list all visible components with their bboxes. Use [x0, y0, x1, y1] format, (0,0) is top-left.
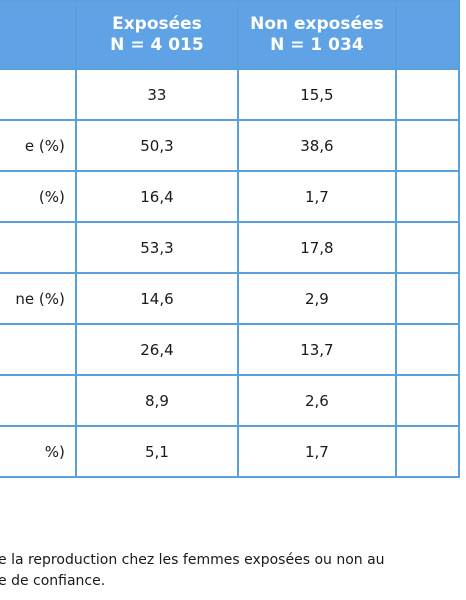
header-cell-label: [0, 0, 77, 70]
cell-exposed: 53,3: [74, 221, 240, 274]
cell-non-exposed: 15,5: [237, 68, 397, 121]
cell-exposed: 16,4: [74, 170, 240, 223]
table-row: 26,4 13,7: [0, 323, 461, 376]
cell-extra: [394, 68, 461, 121]
table-row: %) 5,1 1,7: [0, 425, 461, 478]
cell-exposed: 8,9: [74, 374, 240, 427]
footnote-line-1: e la reproduction chez les femmes exposé…: [0, 552, 385, 568]
table-row: ne (%) 14,6 2,9: [0, 272, 461, 325]
row-label: [0, 68, 77, 121]
cell-extra: [394, 272, 461, 325]
table-row: 8,9 2,6: [0, 374, 461, 427]
cell-extra: [394, 119, 461, 172]
cell-non-exposed: 2,6: [237, 374, 397, 427]
cell-exposed: 50,3: [74, 119, 240, 172]
cell-non-exposed: 2,9: [237, 272, 397, 325]
cell-non-exposed: 13,7: [237, 323, 397, 376]
cell-exposed: 26,4: [74, 323, 240, 376]
header-exposed-count: N = 4 015: [110, 35, 204, 55]
cell-non-exposed: 1,7: [237, 170, 397, 223]
row-label: (%): [0, 170, 77, 223]
header-non-exposed-count: N = 1 034: [270, 35, 364, 55]
table-row: e (%) 50,3 38,6: [0, 119, 461, 172]
cell-exposed: 33: [74, 68, 240, 121]
table-row: 53,3 17,8: [0, 221, 461, 274]
cell-extra: [394, 425, 461, 478]
table-row: 33 15,5: [0, 68, 461, 121]
cell-extra: [394, 374, 461, 427]
header-non-exposed-title: Non exposées: [250, 14, 384, 34]
table-header-row: Exposées N = 4 015 Non exposées N = 1 03…: [0, 0, 461, 70]
cell-non-exposed: 1,7: [237, 425, 397, 478]
cell-exposed: 14,6: [74, 272, 240, 325]
row-label: [0, 323, 77, 376]
cell-extra: [394, 221, 461, 274]
table-footnote: e la reproduction chez les femmes exposé…: [0, 550, 466, 592]
row-label: [0, 221, 77, 274]
cell-extra: [394, 323, 461, 376]
cell-extra: [394, 170, 461, 223]
header-cell-non-exposed: Non exposées N = 1 034: [237, 0, 397, 70]
header-exposed-title: Exposées: [112, 14, 202, 34]
cell-non-exposed: 17,8: [237, 221, 397, 274]
cell-non-exposed: 38,6: [237, 119, 397, 172]
row-label: ne (%): [0, 272, 77, 325]
row-label: [0, 374, 77, 427]
header-cell-exposed: Exposées N = 4 015: [74, 0, 240, 70]
results-table: Exposées N = 4 015 Non exposées N = 1 03…: [0, 0, 461, 478]
row-label: %): [0, 425, 77, 478]
header-cell-extra: [394, 0, 461, 70]
row-label: e (%): [0, 119, 77, 172]
cell-exposed: 5,1: [74, 425, 240, 478]
table-row: (%) 16,4 1,7: [0, 170, 461, 223]
footnote-line-2: e de confiance.: [0, 573, 106, 589]
